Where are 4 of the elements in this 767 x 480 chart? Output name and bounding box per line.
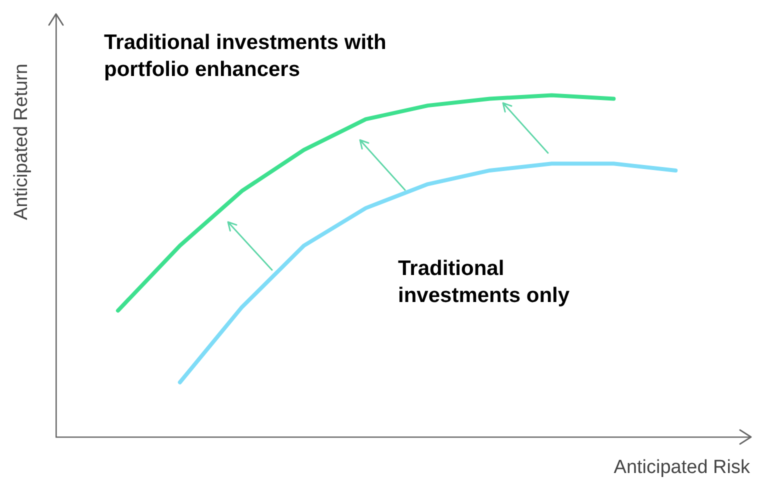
y-axis-title: Anticipated Return — [11, 64, 33, 220]
x-axis-title: Anticipated Risk — [614, 457, 750, 479]
text: Traditional investments only — [398, 256, 571, 309]
series-label: Traditional investments with portfolio enhancers — [104, 30, 388, 83]
